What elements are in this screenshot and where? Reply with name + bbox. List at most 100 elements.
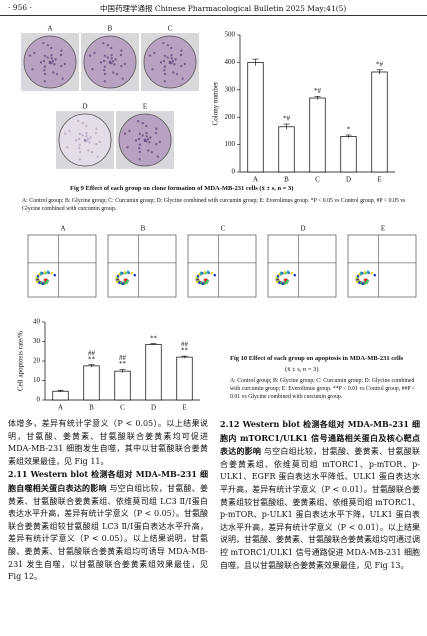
colony-speck (180, 49, 183, 52)
x-tick-label: B (89, 404, 94, 412)
colony-speck (150, 150, 154, 154)
colony-speck (89, 136, 92, 139)
colony-speck (148, 141, 151, 144)
flow-dot (366, 279, 369, 283)
colony-speck (159, 61, 163, 64)
colony-speck (155, 127, 158, 130)
flow-dot (359, 271, 363, 275)
flow-dot (279, 271, 283, 275)
paragraph: 与空白组比较，甘氨酸、姜黄素、甘氨酸联合姜黄素组、依维莫司组 mTORC1、p-… (220, 447, 421, 570)
header-rule (0, 15, 427, 16)
y-tick-label: 20 (33, 357, 41, 365)
colony-speck (163, 65, 167, 68)
flow-dot (123, 278, 127, 282)
significance-mark: *# (314, 87, 322, 95)
colony-speck (154, 131, 158, 135)
colony-speck (138, 132, 142, 136)
flow-dot (53, 273, 57, 277)
colony-speck (181, 77, 184, 80)
flow-dot (37, 273, 41, 276)
right-column: 2.12 Western blot 检测各组对 MDA-MB-231 细胞内 m… (220, 418, 420, 572)
colony-speck (87, 149, 90, 152)
colony-speck (81, 134, 84, 137)
colony-speck (103, 68, 106, 72)
flow-dot (363, 278, 367, 282)
paragraph: 与空白组比较，甘氨酸、姜黄素、甘氨酸联合姜黄素组、依维莫司组 LC3 Ⅱ/Ⅰ蛋白… (8, 483, 209, 582)
colony-speck (60, 49, 63, 52)
colony-speck (149, 136, 152, 139)
colony-speck (120, 49, 123, 52)
fig10-stat: (x̄ ± s, n = 3) (285, 366, 319, 373)
flow-dot (361, 282, 364, 286)
colony-speck (98, 140, 102, 144)
flow-dot (36, 280, 39, 283)
flow-label: B (141, 225, 146, 233)
flow-panel (347, 234, 417, 298)
fig10-caption: Fig 10 Effect of each group on apoptosis… (230, 355, 404, 362)
flow-label: D (300, 225, 305, 233)
colony-speck (83, 139, 87, 143)
colony-speck (48, 60, 52, 64)
colony-speck (103, 65, 107, 68)
colony-speck (55, 72, 59, 76)
colony-speck (151, 68, 154, 71)
colony-speck (171, 60, 175, 63)
flow-dot (363, 271, 367, 274)
y-tick-label: 500 (225, 31, 236, 39)
colony-speck (126, 146, 129, 149)
significance-mark: ## (119, 354, 127, 362)
colony-speck (174, 58, 177, 61)
colony-speck (46, 56, 49, 59)
colony-speck (60, 64, 63, 68)
colony-speck (50, 53, 53, 57)
significance-mark: * (347, 126, 351, 134)
colony-speck (183, 62, 187, 66)
colony-speck (110, 46, 113, 50)
flow-dot (46, 279, 49, 283)
plate-label: C (168, 25, 173, 33)
fig9-note: A: Control group; B: Glycine group; C: C… (22, 198, 406, 212)
colony-speck (179, 53, 183, 57)
significance-mark: ## (88, 349, 96, 357)
flow-dot (355, 276, 358, 280)
flow-dot (290, 271, 294, 275)
colony-speck (93, 51, 96, 55)
journal-header: 中国药理学通报 Chinese Pharmacological Bulletin… (100, 4, 347, 13)
colony-speck (77, 119, 80, 123)
colony-speck (137, 137, 141, 141)
y-axis-label: Cell apoptosis rate/% (17, 331, 25, 391)
bar (114, 370, 131, 401)
colony-speck (113, 63, 116, 66)
section-heading: 2.12 Western blot 检测各组对 MDA-MB-231 细胞内 m… (220, 419, 420, 457)
section-heading: 2.11 Western blot 检测各组对 MDA-MB-231 细胞自噬相… (8, 469, 208, 493)
plate-label: D (82, 103, 87, 111)
flow-dot (277, 273, 281, 276)
significance-mark: *# (283, 115, 291, 123)
flow-dot (357, 273, 361, 276)
flow-dot (213, 273, 217, 277)
flow-dot (206, 270, 210, 274)
bar (247, 62, 264, 173)
y-tick-label: 400 (225, 58, 236, 66)
colony-speck (85, 131, 88, 135)
bar (278, 126, 295, 173)
colony-speck (86, 138, 90, 141)
flow-dot (50, 271, 54, 275)
flow-panel (27, 234, 97, 298)
colony-speck (85, 140, 88, 143)
colony-speck (78, 143, 82, 146)
flow-dot (203, 278, 207, 282)
colony-speck (163, 54, 167, 58)
colony-speck (166, 43, 170, 47)
colony-speck (110, 53, 113, 57)
bar (340, 136, 357, 173)
bar (176, 356, 193, 401)
colony-speck (50, 46, 53, 50)
bar (145, 344, 162, 401)
significance-mark: ** (119, 360, 127, 368)
x-tick-label: E (182, 404, 186, 412)
colony-speck (121, 77, 124, 80)
bar (52, 390, 69, 401)
